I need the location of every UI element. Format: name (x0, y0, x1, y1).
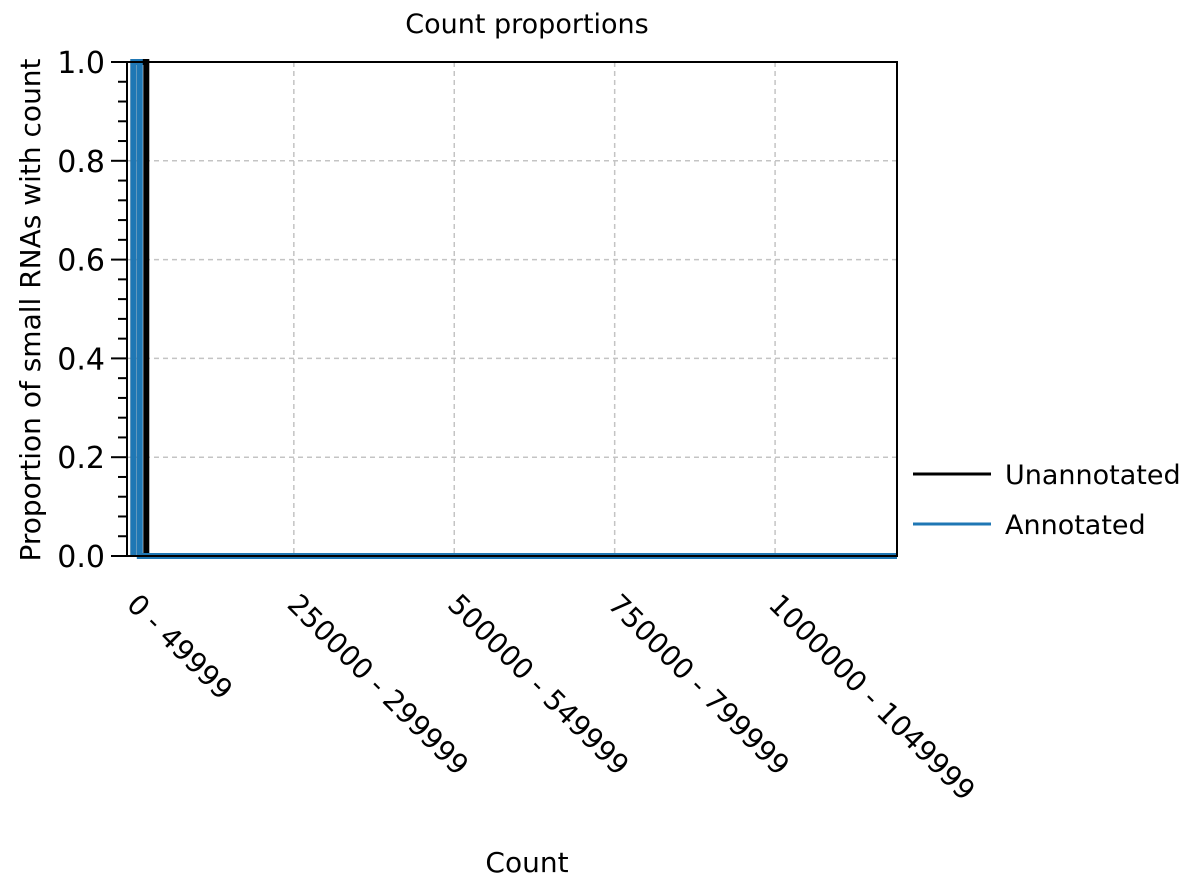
y-tick-label: 0.2 (57, 441, 105, 476)
x-axis-label: Count (485, 846, 568, 879)
y-tick-label: 1.0 (57, 46, 105, 81)
y-axis: 0.0 0.2 0.4 0.6 0.8 1.0 (57, 46, 127, 575)
y-tick-label: 0.8 (57, 145, 105, 180)
legend: Unannotated Annotated (913, 460, 1181, 541)
y-tick-label: 0.0 (57, 540, 105, 575)
chart-title: Count proportions (405, 9, 648, 40)
plot-frame (126, 61, 898, 557)
y-tick-label: 0.4 (57, 342, 105, 377)
y-tick-label: 0.6 (57, 244, 105, 279)
legend-label-annotated: Annotated (1005, 510, 1146, 541)
y-axis-label: Proportion of small RNAs with count (14, 58, 47, 561)
legend-label-unannotated: Unannotated (1005, 460, 1181, 491)
